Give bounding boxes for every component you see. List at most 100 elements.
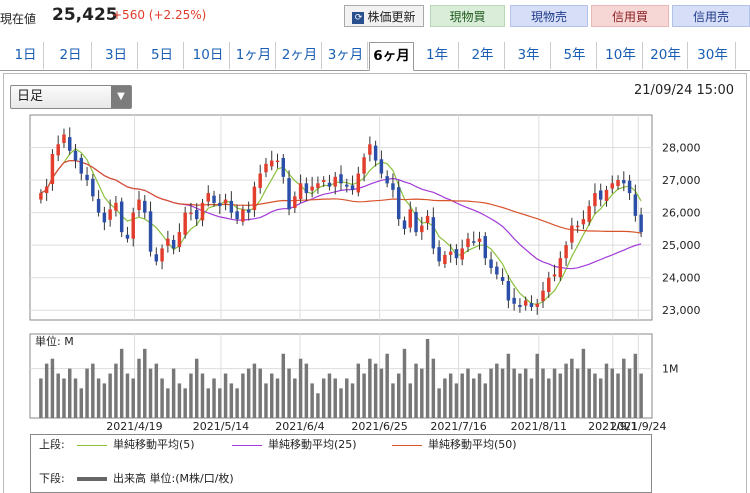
tab-10d[interactable]: 10日 [187, 42, 230, 69]
volume-bar [333, 378, 337, 418]
candle-body [212, 195, 216, 203]
volume-bar [362, 373, 366, 418]
date-tick-label: 2021/6/4 [275, 420, 324, 433]
volume-bar [119, 348, 124, 418]
candle-body [102, 212, 107, 223]
volume-bar [183, 388, 187, 418]
candle-body [177, 232, 182, 248]
volume-bar [570, 358, 574, 418]
candle-body [154, 254, 159, 262]
candle-body [333, 176, 337, 187]
candle-body [246, 209, 251, 213]
chart-panel [3, 73, 747, 493]
candle-body [148, 211, 153, 252]
tab-3m[interactable]: 3ヶ月 [324, 42, 368, 69]
tab-30y[interactable]: 30年 [690, 42, 736, 69]
volume-bar [73, 378, 78, 418]
candle-body [541, 290, 545, 302]
volume-bar [298, 358, 303, 418]
candle-body [194, 210, 199, 220]
refresh-price-button[interactable]: ⟳ 株価更新 [344, 5, 424, 27]
volume-bar [483, 383, 488, 418]
candle-body [356, 173, 361, 193]
candle-body [391, 183, 395, 190]
volume-bar [598, 378, 603, 418]
tab-3y[interactable]: 3年 [507, 42, 551, 69]
candle-body [483, 236, 488, 259]
volume-bar [466, 368, 470, 418]
candle-body [547, 277, 551, 293]
candle-body [166, 238, 170, 246]
spot-buy-button[interactable]: 現物買 [430, 5, 505, 27]
candle-body [321, 180, 326, 183]
candle-body [633, 194, 638, 216]
legend-volume: 出来高 単位:(M株/口/枚) [77, 471, 234, 487]
candle-body [448, 251, 453, 255]
candle-body [56, 144, 60, 156]
tab-2m[interactable]: 2ヶ月 [278, 42, 322, 69]
volume-bar [258, 368, 262, 418]
candle-body [252, 186, 257, 211]
volume-bar [345, 378, 349, 418]
candle-body [518, 305, 522, 307]
volume-bar [408, 383, 412, 418]
tab-20y[interactable]: 20年 [644, 42, 688, 69]
volume-bar [500, 368, 505, 418]
margin-sell-button[interactable]: 信用売 [672, 5, 750, 27]
volume-bar [310, 383, 314, 418]
date-tick-label: 2021/5/14 [193, 420, 249, 433]
candle-body [489, 259, 493, 268]
tab-2y[interactable]: 2年 [461, 42, 505, 69]
price-tick-label: 27,000 [662, 174, 701, 187]
candle-body [373, 145, 378, 161]
candle-body [368, 144, 372, 155]
volume-bar [131, 378, 135, 418]
volume-bar [472, 378, 476, 418]
tab-3d[interactable]: 3日 [95, 42, 138, 69]
chart-timestamp: 21/09/24 15:00 [634, 83, 734, 98]
volume-bar [373, 363, 378, 418]
candle-body [50, 154, 55, 184]
volume-unit-label: 単位: M [35, 334, 74, 348]
candle-body [581, 219, 586, 225]
volume-bar [85, 368, 89, 418]
spot-sell-button[interactable]: 現物売 [510, 5, 588, 27]
margin-buy-button[interactable]: 信用買 [591, 5, 669, 27]
candle-body [327, 182, 332, 187]
volume-bar [518, 373, 522, 418]
candle-body [96, 198, 101, 213]
tab-5d[interactable]: 5日 [141, 42, 184, 69]
tab-2d[interactable]: 2日 [50, 42, 92, 69]
volume-bar [379, 368, 384, 418]
tab-5y[interactable]: 5年 [553, 42, 597, 69]
price-change: +560 (+2.25%) [112, 8, 207, 22]
date-tick-label: 2021/8/11 [511, 420, 567, 433]
candle-body [218, 202, 222, 207]
candle-body [264, 163, 268, 173]
tab-6m[interactable]: 6ヶ月 [369, 42, 414, 71]
volume-bar [91, 363, 95, 418]
volume-bar [68, 368, 72, 418]
volume-bar [547, 378, 551, 418]
candle-body [171, 239, 176, 249]
volume-bar [125, 373, 130, 418]
candle-body [472, 241, 476, 243]
candle-body [564, 245, 568, 259]
volume-bar [506, 353, 511, 418]
candle-body [414, 211, 418, 233]
volume-bar [414, 363, 418, 418]
tab-1m[interactable]: 1ヶ月 [232, 42, 276, 69]
interval-select[interactable]: 日足 ▼ [10, 85, 132, 109]
candle-body [616, 180, 620, 186]
candle-body [402, 220, 407, 229]
candle-body [362, 157, 366, 174]
tab-1d[interactable]: 1日 [8, 42, 44, 69]
volume-bar [241, 373, 245, 418]
tab-10y[interactable]: 10年 [599, 42, 643, 69]
volume-bar [627, 368, 632, 418]
volume-bar [246, 368, 251, 418]
tab-1y[interactable]: 1年 [416, 42, 459, 69]
candle-body [495, 266, 499, 275]
chevron-down-icon: ▼ [111, 86, 131, 108]
interval-value: 日足 [17, 89, 44, 104]
